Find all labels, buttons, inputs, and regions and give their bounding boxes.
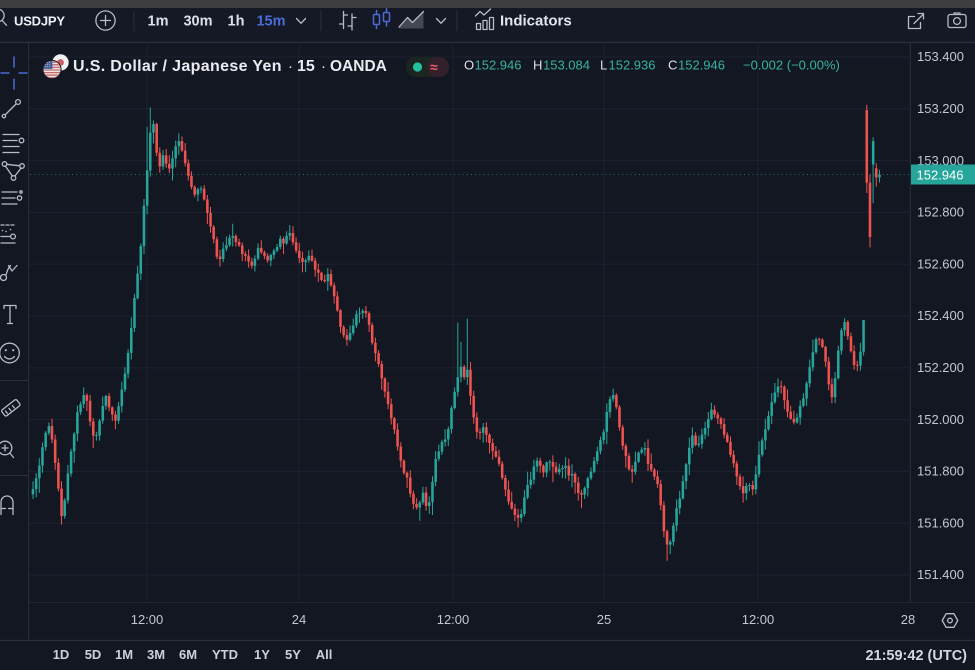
svg-text:152.200: 152.200 xyxy=(917,360,964,375)
svg-text:30m: 30m xyxy=(183,14,212,30)
svg-text:≈: ≈ xyxy=(430,59,438,75)
svg-text:12:00: 12:00 xyxy=(742,612,775,627)
svg-text:YTD: YTD xyxy=(212,647,238,662)
svg-text:152.946: 152.946 xyxy=(678,58,725,73)
svg-text:152.400: 152.400 xyxy=(917,308,964,323)
svg-text:151.400: 151.400 xyxy=(917,567,964,582)
svg-text:5Y: 5Y xyxy=(285,647,301,662)
svg-text:12:00: 12:00 xyxy=(131,612,164,627)
svg-text:1D: 1D xyxy=(53,647,70,662)
svg-text:151.800: 151.800 xyxy=(917,464,964,479)
svg-text:152.946: 152.946 xyxy=(917,168,964,183)
svg-text:5D: 5D xyxy=(85,647,102,662)
svg-text:U.S. Dollar / Japanese Yen: U.S. Dollar / Japanese Yen xyxy=(73,58,282,75)
svg-text:153.000: 153.000 xyxy=(917,153,964,168)
svg-text:12:00: 12:00 xyxy=(437,612,470,627)
svg-text:L: L xyxy=(600,58,607,73)
svg-text:6M: 6M xyxy=(179,647,197,662)
svg-text:152.936: 152.936 xyxy=(609,58,656,73)
svg-text:1Y: 1Y xyxy=(254,647,270,662)
svg-text:15: 15 xyxy=(297,58,315,75)
svg-text:28: 28 xyxy=(901,612,915,627)
svg-text:152.600: 152.600 xyxy=(917,256,964,271)
svg-text:15m: 15m xyxy=(256,14,285,30)
svg-text:153.084: 153.084 xyxy=(543,58,590,73)
svg-text:USDJPY: USDJPY xyxy=(14,14,65,29)
svg-text:−0.002 (−0.00%): −0.002 (−0.00%) xyxy=(743,58,840,73)
svg-text:153.400: 153.400 xyxy=(917,49,964,64)
svg-text:OANDA: OANDA xyxy=(330,58,387,75)
svg-text:1M: 1M xyxy=(115,647,133,662)
svg-text:24: 24 xyxy=(292,612,306,627)
svg-text:25: 25 xyxy=(597,612,611,627)
svg-text:21:59:42 (UTC): 21:59:42 (UTC) xyxy=(865,648,967,664)
svg-text:O: O xyxy=(464,58,474,73)
svg-text:3M: 3M xyxy=(147,647,165,662)
svg-text:C: C xyxy=(668,58,677,73)
svg-text:1h: 1h xyxy=(228,14,245,30)
svg-text:Indicators: Indicators xyxy=(500,13,572,30)
svg-text:H: H xyxy=(533,58,542,73)
svg-text:152.946: 152.946 xyxy=(475,58,522,73)
svg-text:·: · xyxy=(288,58,293,75)
svg-text:·: · xyxy=(321,58,326,75)
svg-text:152.800: 152.800 xyxy=(917,205,964,220)
svg-text:All: All xyxy=(316,647,333,662)
svg-text:152.000: 152.000 xyxy=(917,412,964,427)
svg-text:153.200: 153.200 xyxy=(917,101,964,116)
svg-text:1m: 1m xyxy=(148,14,169,30)
svg-text:151.600: 151.600 xyxy=(917,515,964,530)
